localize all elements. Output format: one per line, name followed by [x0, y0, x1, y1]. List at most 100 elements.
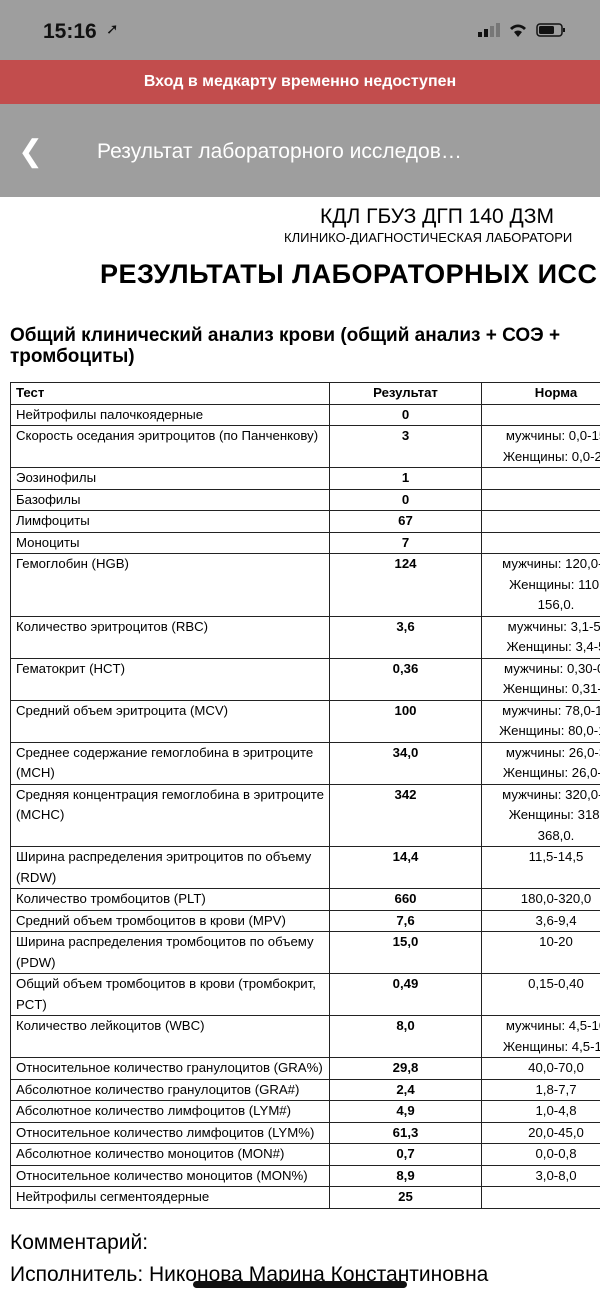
- unavailable-banner: Вход в медкарту временно недоступен: [0, 60, 600, 104]
- table-row: Количество лейкоцитов (WBC) 8,0 мужчины: 4…: [10, 1015, 600, 1058]
- org-name: КДЛ ГБУЗ ДГП 140 ДЗМ: [320, 205, 554, 228]
- test-name: Нейтрофилы палочкоядерные: [10, 403, 330, 426]
- test-name: Ширина распределения эритроцитов по объе…: [10, 846, 330, 889]
- test-norm: мужчины: 3,1-5, Женщины: 3,4-5: [481, 615, 600, 659]
- test-name: Базофилы: [10, 488, 330, 511]
- test-name: Относительное количество моноцитов (MON%…: [10, 1164, 330, 1187]
- lab-document: КДЛ ГБУЗ ДГП 140 ДЗМ КЛИНИКО-ДИАГНОСТИЧЕ…: [0, 197, 600, 1298]
- test-result: 25: [329, 1186, 482, 1209]
- signal-icon: [478, 22, 500, 37]
- test-name: Гемоглобин (HGB): [10, 553, 330, 617]
- test-name: Скорость оседания эритроцитов (по Панчен…: [10, 425, 330, 468]
- comment-label: Комментарий:: [10, 1231, 149, 1254]
- location-arrow-icon: ➚: [106, 21, 119, 38]
- test-norm: 1,0-4,8: [481, 1100, 600, 1123]
- test-result: 100: [329, 699, 482, 743]
- test-norm: [481, 467, 600, 490]
- test-name: Моноциты: [10, 531, 330, 554]
- test-norm: мужчины: 26,0-3 Женщины: 26,0-3: [481, 741, 600, 785]
- column-header-test: Тест: [10, 382, 330, 405]
- test-name: Лимфоциты: [10, 510, 330, 533]
- test-norm: 10-20: [481, 931, 600, 974]
- test-name: Абсолютное количество лимфоцитов (LYM#): [10, 1100, 330, 1123]
- table-row: Абсолютное количество лимфоцитов (LYM#) 4…: [10, 1100, 600, 1123]
- test-result: 29,8: [329, 1057, 482, 1080]
- test-result: 660: [329, 888, 482, 911]
- test-norm: 40,0-70,0: [481, 1057, 600, 1080]
- test-norm: [481, 510, 600, 533]
- test-norm: 0,15-0,40: [481, 973, 600, 1016]
- column-header-norm: Норма: [481, 382, 600, 405]
- test-name: Эозинофилы: [10, 467, 330, 490]
- test-result: 3,6: [329, 615, 482, 659]
- test-result: 0,49: [329, 973, 482, 1016]
- test-result: 0: [329, 403, 482, 426]
- test-result: 0,7: [329, 1143, 482, 1166]
- home-indicator[interactable]: [193, 1281, 407, 1288]
- table-row: Ширина распределения эритроцитов по объе…: [10, 846, 600, 889]
- test-norm: мужчины: 78,0-10 Женщины: 80,0-10: [481, 699, 600, 743]
- test-norm: [481, 531, 600, 554]
- test-name: Абсолютное количество гранулоцитов (GRA#…: [10, 1078, 330, 1101]
- test-norm: мужчины: 120,0-1 Женщины: 110, 156,0.: [481, 553, 600, 617]
- test-norm: 11,5-14,5: [481, 846, 600, 889]
- test-norm: мужчины: 4,5-10 Женщины: 4,5-10: [481, 1015, 600, 1058]
- test-result: 2,4: [329, 1078, 482, 1101]
- test-result: 3: [329, 425, 482, 468]
- table-row: Скорость оседания эритроцитов (по Панчен…: [10, 425, 600, 468]
- test-norm: [481, 1186, 600, 1209]
- test-name: Средний объем тромбоцитов в крови (MPV): [10, 909, 330, 932]
- table-row: Средний объем эритроцита (MCV) 100 мужчины…: [10, 699, 600, 743]
- test-norm: [481, 488, 600, 511]
- test-result: 15,0: [329, 931, 482, 974]
- test-name: Гематокрит (HCT): [10, 657, 330, 701]
- table-row: Абсолютное количество моноцитов (MON#) 0,…: [10, 1143, 600, 1166]
- table-row: Относительное количество лимфоцитов (LYM…: [10, 1121, 600, 1144]
- test-norm: мужчины: 0,30-0, Женщины: 0,31-0: [481, 657, 600, 701]
- table-row: Общий объем тромбоцитов в крови (тромбок…: [10, 973, 600, 1016]
- test-norm: 3,6-9,4: [481, 909, 600, 932]
- test-name: Нейтрофилы сегментоядерные: [10, 1186, 330, 1209]
- test-norm: 3,0-8,0: [481, 1164, 600, 1187]
- test-result: 342: [329, 783, 482, 847]
- test-name: Ширина распределения тромбоцитов по объе…: [10, 931, 330, 974]
- table-row: Эозинофилы 1: [10, 467, 600, 490]
- table-row: Ширина распределения тромбоцитов по объе…: [10, 931, 600, 974]
- test-norm: мужчины: 320,0-3 Женщины: 318, 368,0.: [481, 783, 600, 847]
- table-row: Моноциты 7: [10, 531, 600, 554]
- executor: Исполнитель: Никонова Марина Константино…: [10, 1263, 489, 1286]
- test-result: 61,3: [329, 1121, 482, 1144]
- test-norm: 180,0-320,0: [481, 888, 600, 911]
- test-result: 1: [329, 467, 482, 490]
- test-name: Средний объем эритроцита (MCV): [10, 699, 330, 743]
- org-subtitle: КЛИНИКО-ДИАГНОСТИЧЕСКАЯ ЛАБОРАТОРИ: [284, 230, 573, 245]
- table-row: Относительное количество гранулоцитов (G…: [10, 1057, 600, 1080]
- table-row: Нейтрофилы палочкоядерные 0: [10, 403, 600, 426]
- table-row: Нейтрофилы сегментоядерные 25: [10, 1186, 600, 1209]
- test-result: 8,9: [329, 1164, 482, 1187]
- nav-bar: ❮ Результат лабораторного исследов…: [0, 104, 600, 197]
- column-header-result: Результат: [329, 382, 482, 405]
- status-bar: 15:16 ➚: [0, 0, 600, 60]
- table-row: Абсолютное количество гранулоцитов (GRA#…: [10, 1078, 600, 1101]
- test-result: 7: [329, 531, 482, 554]
- test-norm: 20,0-45,0: [481, 1121, 600, 1144]
- results-table: Тест Результат Норма Нейтрофилы палочкоя…: [10, 382, 600, 1209]
- table-row: Базофилы 0: [10, 488, 600, 511]
- test-result: 0,36: [329, 657, 482, 701]
- test-norm: 1,8-7,7: [481, 1078, 600, 1101]
- table-row: Среднее содержание гемоглобина в эритроц…: [10, 741, 600, 785]
- table-row: Количество эритроцитов (RBC) 3,6 мужчины: …: [10, 615, 600, 659]
- table-row: Относительное количество моноцитов (MON%…: [10, 1164, 600, 1187]
- test-result: 124: [329, 553, 482, 617]
- chevron-left-icon[interactable]: ❮: [18, 135, 44, 168]
- test-name: Относительное количество лимфоцитов (LYM…: [10, 1121, 330, 1144]
- test-norm: [481, 403, 600, 426]
- test-result: 4,9: [329, 1100, 482, 1123]
- test-result: 7,6: [329, 909, 482, 932]
- test-result: 14,4: [329, 846, 482, 889]
- table-row: Лимфоциты 67: [10, 510, 600, 533]
- test-name: Средняя концентрация гемоглобина в эритр…: [10, 783, 330, 847]
